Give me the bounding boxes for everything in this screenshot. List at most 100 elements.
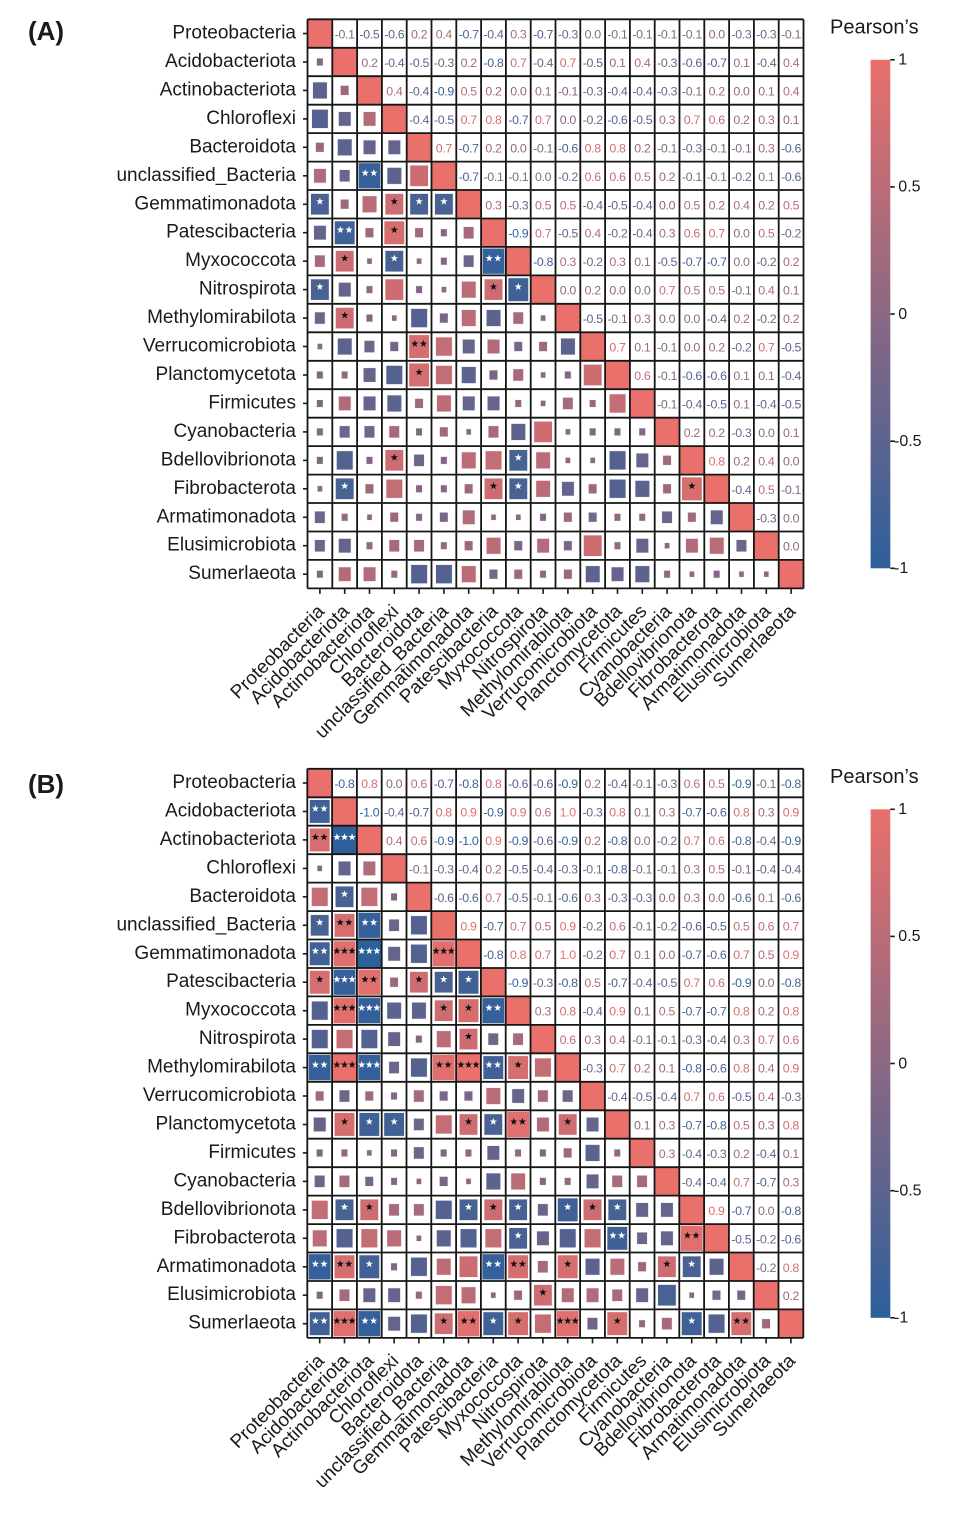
svg-text:0.7: 0.7 [535,948,552,962]
svg-text:0.6: 0.6 [609,919,626,933]
svg-text:Fibrobacterota: Fibrobacterota [173,1227,296,1248]
svg-text:0.7: 0.7 [733,948,750,962]
svg-text:-0.1: -0.1 [632,862,652,876]
svg-text:-0.5: -0.5 [409,56,429,70]
svg-text:-0.4: -0.4 [756,397,776,411]
svg-text:-0.4: -0.4 [632,198,652,212]
svg-text:-0.4: -0.4 [459,862,479,876]
svg-text:0.5: 0.5 [709,284,726,298]
svg-text:0.5: 0.5 [560,198,577,212]
svg-text:0.2: 0.2 [783,1289,800,1303]
svg-text:-0.3: -0.3 [756,511,776,525]
svg-text:-0.3: -0.3 [583,1062,603,1076]
svg-text:0.8: 0.8 [560,1005,577,1019]
svg-text:Gemmatimonadota: Gemmatimonadota [134,193,296,214]
svg-text:0.2: 0.2 [758,198,775,212]
svg-text:-0.1: -0.1 [409,862,429,876]
svg-text:0.5: 0.5 [758,227,775,241]
svg-text:0.7: 0.7 [535,113,552,127]
svg-text:0.1: 0.1 [609,56,626,70]
svg-text:0.8: 0.8 [783,1005,800,1019]
svg-text:0.0: 0.0 [585,28,602,42]
svg-text:0.7: 0.7 [684,1090,701,1104]
svg-text:Planctomycetota: Planctomycetota [156,1114,297,1135]
svg-text:-0.7: -0.7 [483,919,503,933]
svg-text:0.1: 0.1 [634,948,651,962]
svg-text:0.2: 0.2 [709,426,726,440]
svg-text:0.1: 0.1 [535,84,552,98]
svg-text:-0.2: -0.2 [756,1261,776,1275]
svg-text:0.3: 0.3 [684,862,701,876]
svg-text:0.1: 0.1 [634,806,651,820]
svg-text:0.5: 0.5 [584,976,601,990]
svg-text:1: 1 [898,52,907,69]
svg-text:-0.7: -0.7 [682,806,702,820]
svg-text:-0.1: -0.1 [657,1033,677,1047]
svg-text:0.0: 0.0 [758,426,775,440]
svg-text:-0.5: -0.5 [632,113,652,127]
svg-text:-0.4: -0.4 [409,113,429,127]
svg-text:0.5: 0.5 [684,198,701,212]
svg-text:-0.6: -0.6 [682,56,702,70]
svg-text:Methylomirabilota: Methylomirabilota [147,1057,296,1078]
svg-text:0.9: 0.9 [560,919,577,933]
svg-text:Elusimicrobiota: Elusimicrobiota [167,1284,296,1305]
svg-text:-0.6: -0.6 [682,919,702,933]
svg-text:-0.4: -0.4 [707,312,727,326]
svg-text:0.3: 0.3 [659,227,676,241]
svg-text:-0.6: -0.6 [781,170,801,184]
svg-text:-0.9: -0.9 [508,834,528,848]
svg-text:-0.1: -0.1 [657,341,677,355]
svg-text:0.0: 0.0 [659,312,676,326]
svg-text:0.0: 0.0 [510,84,527,98]
svg-text:0.8: 0.8 [733,1062,750,1076]
svg-text:-0.4: -0.4 [384,56,404,70]
svg-text:-0.1: -0.1 [335,28,355,42]
svg-text:-0.7: -0.7 [434,777,454,791]
svg-text:-0.2: -0.2 [583,948,603,962]
svg-text:-0.5: -0.5 [508,891,528,905]
svg-text:0.4: 0.4 [436,28,453,42]
svg-text:0.0: 0.0 [733,84,750,98]
svg-text:unclassified_Bacteria: unclassified_Bacteria [116,165,296,186]
svg-text:1: 1 [898,801,907,818]
svg-text:-0.4: -0.4 [533,862,553,876]
svg-text:-0.9: -0.9 [508,227,528,241]
svg-text:0.5: 0.5 [898,928,920,945]
svg-text:Bdellovibrionota: Bdellovibrionota [161,1199,297,1220]
svg-text:0.6: 0.6 [609,170,626,184]
svg-text:0.3: 0.3 [584,1033,601,1047]
svg-text:(B): (B) [28,769,64,799]
svg-text:-0.8: -0.8 [533,255,553,269]
svg-text:-1: -1 [894,560,908,577]
svg-text:-0.6: -0.6 [781,141,801,155]
svg-text:0.6: 0.6 [634,369,651,383]
svg-text:0.8: 0.8 [585,141,602,155]
svg-text:-1.0: -1.0 [359,806,379,820]
svg-text:0.3: 0.3 [584,891,601,905]
svg-text:0.2: 0.2 [783,255,800,269]
svg-text:-0.5: -0.5 [894,1183,922,1200]
svg-text:Verrucomicrobiota: Verrucomicrobiota [143,336,297,357]
svg-text:0.4: 0.4 [783,56,800,70]
svg-text:0.2: 0.2 [758,1005,775,1019]
svg-text:-0.1: -0.1 [508,170,528,184]
svg-text:-0.4: -0.4 [781,369,801,383]
svg-text:-0.3: -0.3 [508,198,528,212]
svg-text:-0.1: -0.1 [632,1033,652,1047]
svg-text:0.6: 0.6 [560,1033,577,1047]
svg-text:-0.5: -0.5 [632,1090,652,1104]
svg-text:0.9: 0.9 [783,948,800,962]
svg-text:0.0: 0.0 [783,454,800,468]
svg-text:-0.3: -0.3 [732,28,752,42]
svg-text:0.7: 0.7 [436,141,453,155]
svg-text:0.1: 0.1 [733,397,750,411]
svg-text:0.0: 0.0 [684,341,701,355]
svg-text:0.7: 0.7 [684,113,701,127]
svg-text:-0.3: -0.3 [583,806,603,820]
svg-text:-0.1: -0.1 [533,141,553,155]
svg-text:-0.1: -0.1 [632,28,652,42]
svg-text:Firmicutes: Firmicutes [208,392,296,413]
svg-text:0.2: 0.2 [733,1147,750,1161]
svg-text:0.5: 0.5 [461,84,478,98]
